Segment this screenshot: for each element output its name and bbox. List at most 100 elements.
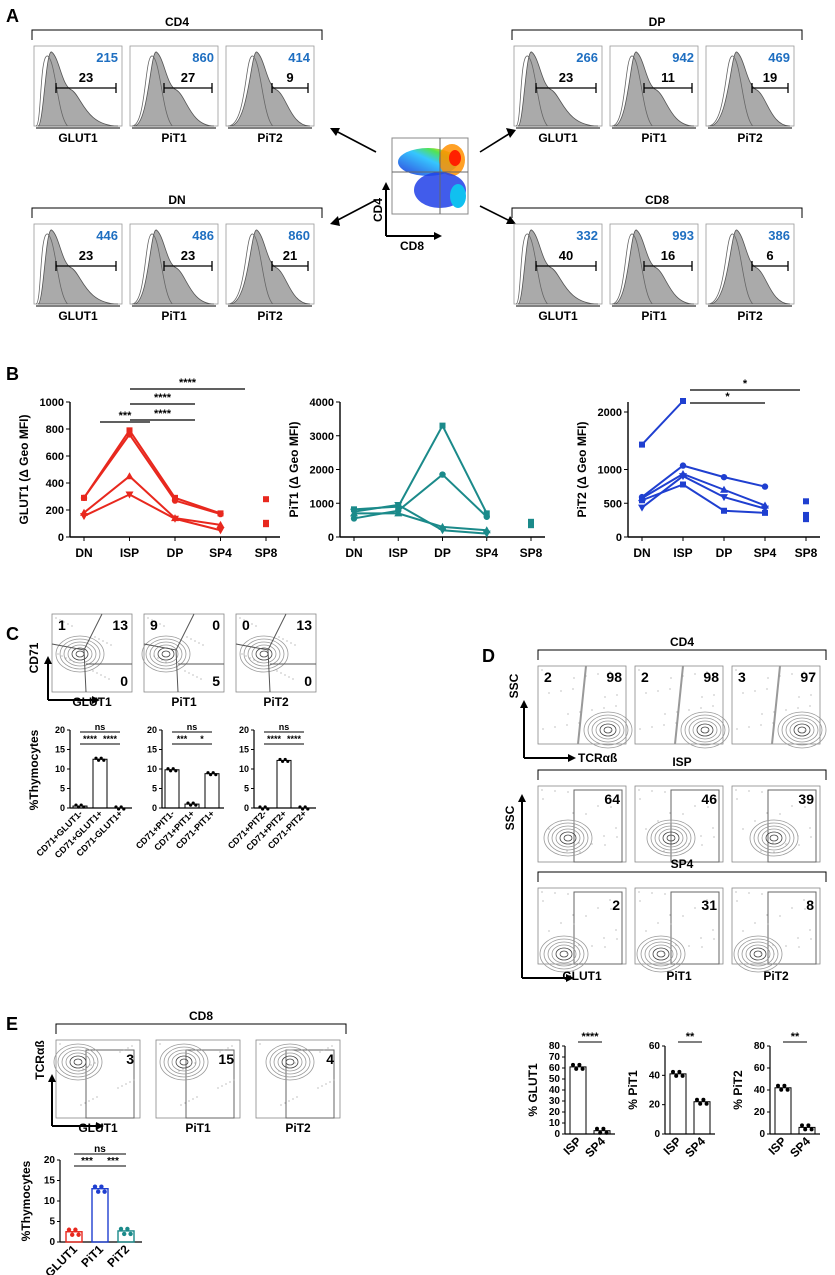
panel-e-plot-2-contour-0 xyxy=(285,1058,295,1066)
panel-e-plot-2-dot xyxy=(282,1068,284,1070)
panel-c-bar-0-dot-1 xyxy=(99,756,103,760)
panel-b-chart-1-xtick-label-2: DP xyxy=(434,546,451,560)
panel-d-isp-2-dot xyxy=(767,821,769,823)
panel-d-top-2-dot xyxy=(785,709,787,711)
panel-c-plot-2-contour-2 xyxy=(251,644,277,664)
panel-c-plot-2-dot xyxy=(286,640,288,642)
arrow-heads xyxy=(330,128,516,226)
panel-d-isp-2-dot xyxy=(810,836,812,838)
panel-c-bar-2-ytick-label-1: 5 xyxy=(244,784,249,794)
panel-c-plot-2-dot xyxy=(251,623,253,625)
panel-e-bar-cat-2: PiT2 xyxy=(104,1242,132,1270)
panel-d-sp4-2-x-label: PiT2 xyxy=(763,969,789,983)
panel-b-chart-2-series-1 xyxy=(641,464,766,498)
panel-e-bar-dot-2 xyxy=(125,1226,130,1232)
panel-a-dp-mfi-0: 266 xyxy=(576,50,598,65)
panel-e-bar-dot-1 xyxy=(99,1184,104,1189)
panel-e-plot-0-dot xyxy=(127,1047,129,1049)
panel-e-bar-ytick-label-3: 15 xyxy=(44,1176,56,1187)
panel-d-top-2-dot xyxy=(803,671,805,673)
panel-d-isp-2-dot xyxy=(735,789,737,791)
panel-d-bar-1-ytick-label-0: 0 xyxy=(654,1129,660,1140)
panel-d-isp-0-dot xyxy=(591,843,593,845)
panel-d-sp4-1-dot xyxy=(706,899,708,901)
panel-c-bar-1-dot-0 xyxy=(174,769,178,773)
panel-d-isp-2-dot xyxy=(791,805,793,807)
panel-c: 1130GLUT1905PiT10130PiT2CD7105101520CD71… xyxy=(27,613,317,860)
panel-c-y-axis-label: CD71 xyxy=(27,642,41,673)
panel-c-plot-0-dot xyxy=(108,678,110,680)
panel-e-plot-1-dot xyxy=(188,1100,190,1102)
panel-c-plot-2-dot xyxy=(282,638,284,640)
panel-d-isp-2-gate xyxy=(767,789,817,863)
panel-b-chart-2-series-4 xyxy=(641,483,766,514)
panel-c-bar-1-ytick-label-0: 0 xyxy=(152,803,157,813)
panel-c-plot-2-contour-5 xyxy=(239,635,289,673)
panel-c-bar-2-dot-2 xyxy=(298,805,302,809)
panel-e-plot-0-dot xyxy=(84,1102,86,1104)
panel-d-top-0-dot xyxy=(554,726,556,728)
panel-d-bar-1-ytick-label-3: 60 xyxy=(649,1041,661,1052)
panel-a-dp-mfi-1: 942 xyxy=(672,50,694,65)
panel-e-plot-2-dot xyxy=(325,1083,327,1085)
panel-c-plot-1-dot xyxy=(153,655,155,657)
panel-d-bar-1-bar-1 xyxy=(693,1101,711,1135)
panel-b-chart-0-ytick-label-5: 1000 xyxy=(40,397,64,409)
panel-d-cd4-bracket xyxy=(537,649,827,660)
panel-c-plot-1-tr: 0 xyxy=(212,617,220,633)
panel-c-plot-2-dot xyxy=(276,670,278,672)
panel-d-sp4-2-dot xyxy=(773,953,775,955)
panel-c-plot-2-dot xyxy=(255,625,257,627)
panel-d-bar-2-dot-1 xyxy=(809,1127,814,1132)
panel-c-bar-0-dot-2 xyxy=(117,807,121,811)
panel-d-isp-0-contour-5 xyxy=(543,819,593,857)
panel-c-bar-0-dot-0 xyxy=(74,803,78,807)
panel-c-plot-1-dot xyxy=(157,657,159,659)
panel-d-bar-1-cat-0: ISP xyxy=(661,1134,685,1158)
panel-d-isp-2-dot xyxy=(804,806,806,808)
panel-c-plot-1-dot xyxy=(155,621,157,623)
panel-c-plot-2-dot xyxy=(241,653,243,655)
gating-arrows xyxy=(333,129,513,223)
panel-a-cd8-bracket xyxy=(511,207,803,218)
panel-a-dn-marker-2: PiT2 xyxy=(257,309,283,323)
panel-c-plot-1-contour-5 xyxy=(141,635,191,673)
panel-c-plot-1-gates xyxy=(143,613,224,693)
panel-d-top-0-dot xyxy=(616,694,618,696)
panel-e-plot-0-dot xyxy=(86,1066,88,1068)
panel-d-sp4-2-dot xyxy=(761,893,763,895)
panel-d-sp4-2-contour-3 xyxy=(741,941,775,967)
panel-e-plot-0-dot xyxy=(123,1049,125,1051)
panel-c-plot-0-dot xyxy=(55,617,57,619)
panel-b-chart-2-series-2 xyxy=(641,472,766,507)
panel-a-dn-hist-control-1 xyxy=(131,233,173,305)
panel-c-plot-0-dot xyxy=(98,638,100,640)
panel-d-top-2-contour-4 xyxy=(781,714,823,746)
panel-c-plot-1-dot xyxy=(147,617,149,619)
panel-a-dn-gate-pct-1: 23 xyxy=(181,248,195,263)
panel-c-plot-0-contour-0 xyxy=(75,650,85,658)
panel-e-plot-2-contour-2 xyxy=(277,1052,303,1072)
panel-d-top-axes xyxy=(523,706,570,759)
panel-d-sp4-0-dot xyxy=(591,945,593,947)
panel-e-plot-2-dot xyxy=(284,1102,286,1104)
panel-d-isp-1-contour-0 xyxy=(666,834,676,842)
panel-c-bar-1-ytick-label-1: 5 xyxy=(152,784,157,794)
panel-d-top-1-frame xyxy=(634,665,724,745)
panel-e-plot-1-x-label: PiT1 xyxy=(185,1121,211,1135)
panel-e-plot-1-dot xyxy=(229,1081,231,1083)
panel-d-isp-1-dot xyxy=(676,851,678,853)
panel-a-dp-gate-pct-2: 19 xyxy=(763,70,777,85)
panel-d-sp4-0-contour-5 xyxy=(539,935,589,973)
panel-d-sp4-2-dot xyxy=(797,937,799,939)
panel-a-cd8-gate-pct-0: 40 xyxy=(559,248,573,263)
panel-d-mid-y-arrow xyxy=(518,794,526,802)
panel-b-chart-0-xtick-label-0: DN xyxy=(75,546,92,560)
panel-d-bar-0-dot-0 xyxy=(577,1062,582,1067)
panel-c-plot-2-dot xyxy=(245,655,247,657)
panel-d-sp4-0-dot xyxy=(572,914,574,916)
panel-d-top-1-dot xyxy=(645,692,647,694)
panel-c-plot-1-dot xyxy=(161,659,163,661)
panel-c-plot-2-tr: 13 xyxy=(296,617,312,633)
panel-d-isp-2-dot xyxy=(809,827,811,829)
